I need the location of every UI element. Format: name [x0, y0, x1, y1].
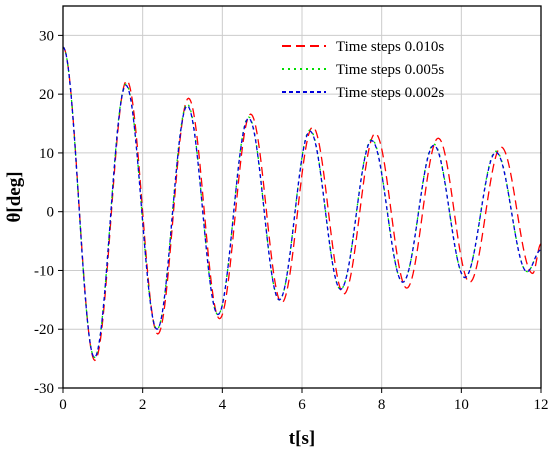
x-tick-label: 0: [59, 397, 67, 413]
series-group: [62, 46, 542, 362]
x-tick-label: 6: [298, 397, 306, 413]
series-line-1: [62, 46, 542, 362]
y-tick-label: -10: [34, 263, 54, 279]
x-tick-label: 8: [378, 397, 386, 413]
x-tick-label: 12: [534, 397, 549, 413]
x-tick-label: 2: [139, 397, 147, 413]
legend: Time steps 0.010s Time steps 0.005s Time s…: [282, 39, 444, 101]
legend-label-1: Time steps 0.010s: [336, 39, 444, 55]
legend-label-3: Time steps 0.002s: [336, 85, 444, 101]
y-tick-label: 30: [39, 28, 54, 44]
x-axis-title: t[s]: [289, 428, 315, 449]
y-tick-label: -30: [34, 381, 54, 397]
x-tick-label: 10: [454, 397, 469, 413]
y-axis-title: θ[deg]: [4, 171, 25, 222]
y-tick-label: 20: [39, 87, 54, 103]
y-tick-label: -20: [34, 322, 54, 338]
y-tick-label: 0: [47, 205, 55, 221]
legend-label-2: Time steps 0.005s: [336, 62, 444, 78]
y-tick-label: 10: [39, 146, 54, 162]
ticks: 0 2 4 6 8 10 12 -30 -20 -10 0 10 20 30: [34, 28, 549, 413]
series-line-3: [62, 46, 542, 359]
x-tick-label: 4: [219, 397, 227, 413]
